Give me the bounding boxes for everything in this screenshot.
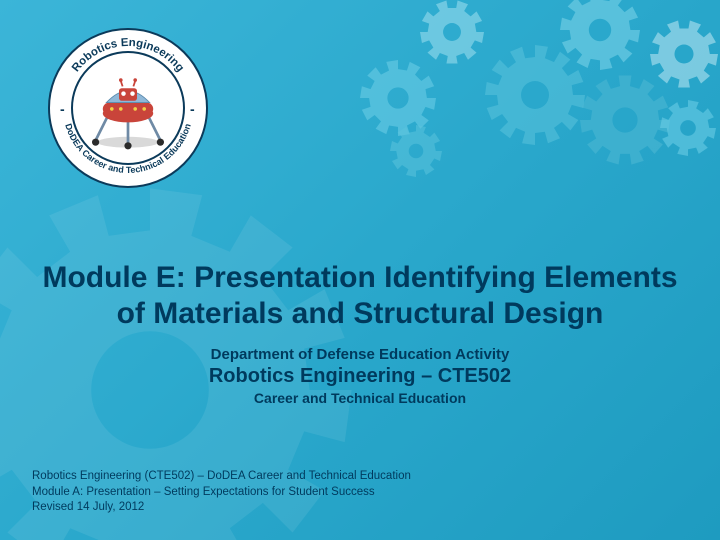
program-badge: Robotics Engineering DoDEA Career and Te…	[48, 28, 208, 188]
slide-footer: Robotics Engineering (CTE502) – DoDEA Ca…	[32, 469, 411, 516]
footer-line-3: Revised 14 July, 2012	[32, 500, 411, 516]
dept-line: Department of Defense Education Activity	[40, 346, 680, 363]
svg-text:DoDEA Career and Technical Edu: DoDEA Career and Technical Education	[63, 122, 193, 175]
svg-text:-: -	[60, 101, 65, 117]
course-line: Robotics Engineering – CTE502	[40, 365, 680, 388]
program-line: Career and Technical Education	[40, 390, 680, 406]
slide-content: Module E: Presentation Identifying Eleme…	[0, 260, 720, 406]
svg-text:-: -	[190, 101, 195, 117]
footer-line-2: Module A: Presentation – Setting Expecta…	[32, 485, 411, 501]
badge-ring-text-bottom: DoDEA Career and Technical Education	[63, 122, 193, 175]
svg-text:Robotics Engineering: Robotics Engineering	[70, 37, 186, 74]
gears-cluster	[350, 0, 720, 190]
slide-subtitle-block: Department of Defense Education Activity…	[40, 346, 680, 406]
badge-text-ring: Robotics Engineering DoDEA Career and Te…	[48, 28, 208, 188]
footer-line-1: Robotics Engineering (CTE502) – DoDEA Ca…	[32, 469, 411, 485]
slide-title: Module E: Presentation Identifying Eleme…	[40, 260, 680, 332]
badge-ring-text-top: Robotics Engineering	[70, 37, 186, 74]
